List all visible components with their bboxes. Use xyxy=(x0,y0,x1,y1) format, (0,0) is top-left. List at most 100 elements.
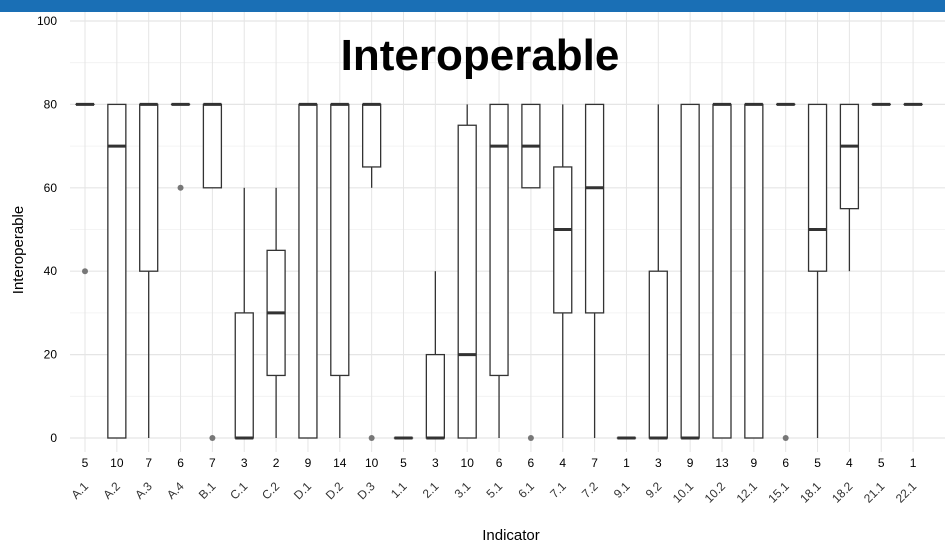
count-label: 10 xyxy=(461,456,475,470)
outlier-point xyxy=(368,435,375,441)
box-body xyxy=(712,103,732,439)
chart-title: Interoperable xyxy=(341,31,620,80)
x-tick-label: 5.1 xyxy=(483,479,505,501)
x-tick-label: 1.1 xyxy=(388,479,410,501)
y-tick-label: 60 xyxy=(44,181,58,195)
x-tick-label: B.1 xyxy=(196,479,219,502)
count-label: 3 xyxy=(432,456,439,470)
x-tick-label: 3.1 xyxy=(452,479,474,501)
box-body xyxy=(330,103,350,377)
count-label: 1 xyxy=(910,456,917,470)
count-label: 10 xyxy=(365,456,379,470)
count-label: 10 xyxy=(110,456,124,470)
x-tick-label: D.1 xyxy=(291,479,314,502)
box-10.1 xyxy=(680,103,700,440)
count-label: 4 xyxy=(846,456,853,470)
box-10.2 xyxy=(712,102,732,439)
outlier-point xyxy=(782,435,789,441)
x-tick-label: 12.1 xyxy=(734,479,761,506)
box-body xyxy=(457,124,477,439)
y-axis-title: Interoperable xyxy=(10,206,27,294)
count-label: 7 xyxy=(591,456,598,470)
box-18.1 xyxy=(807,103,828,438)
outlier-point xyxy=(82,268,88,275)
box-A.3 xyxy=(139,102,159,438)
count-label: 5 xyxy=(82,456,89,470)
box-body xyxy=(807,103,828,272)
x-tick-label: D.3 xyxy=(355,479,378,502)
x-tick-label: C.2 xyxy=(259,479,282,502)
x-tick-label: C.1 xyxy=(227,479,250,502)
count-label: 6 xyxy=(528,456,535,470)
box-body xyxy=(744,103,764,439)
y-tick-label: 20 xyxy=(44,348,58,362)
count-label: 7 xyxy=(145,456,152,470)
x-tick-label: A.4 xyxy=(164,479,187,502)
count-label: 14 xyxy=(333,456,347,470)
outlier-point xyxy=(527,435,534,441)
box-2.1 xyxy=(425,271,446,440)
count-label: 9 xyxy=(305,456,312,470)
count-label: 4 xyxy=(559,456,566,470)
count-label: 6 xyxy=(782,456,789,470)
box-body xyxy=(425,353,446,439)
count-label: 5 xyxy=(400,456,407,470)
x-tick-label: 10.2 xyxy=(702,479,729,506)
box-6.1 xyxy=(521,103,541,441)
box-7.2 xyxy=(584,103,605,438)
box-body xyxy=(680,103,700,439)
x-tick-label: 2.1 xyxy=(420,479,442,501)
count-label: 5 xyxy=(878,456,885,470)
x-tick-label: 18.1 xyxy=(797,479,824,506)
box-A.4 xyxy=(170,102,191,191)
count-labels: 5 10 7 6 7 3 2 9 14 10 5 3 10 6 6 4 7 1 3 9 13 9 6 5 4 5 1 xyxy=(82,456,917,470)
y-axis-ticks: 0 20 40 60 80 100 xyxy=(37,14,57,445)
box-series xyxy=(75,102,923,441)
x-tick-label: 7.1 xyxy=(547,479,569,501)
box-body xyxy=(839,103,860,210)
box-D.2 xyxy=(330,102,350,438)
x-tick-label: 15.1 xyxy=(765,479,792,506)
box-body xyxy=(107,103,127,439)
box-12.1 xyxy=(744,102,764,439)
y-tick-label: 80 xyxy=(44,97,58,111)
count-label: 7 xyxy=(209,456,216,470)
box-5.1 xyxy=(489,103,509,438)
x-tick-label: 21.1 xyxy=(861,479,888,506)
count-label: 6 xyxy=(177,456,184,470)
box-body xyxy=(234,312,254,439)
count-label: 5 xyxy=(814,456,821,470)
x-tick-label: A.1 xyxy=(68,479,91,502)
box-15.1 xyxy=(776,102,796,441)
x-tick-label: 22.1 xyxy=(893,479,920,506)
box-A.1 xyxy=(75,102,95,275)
x-tick-label: A.3 xyxy=(132,479,155,502)
count-label: 3 xyxy=(655,456,662,470)
count-label: 6 xyxy=(496,456,503,470)
box-D.3 xyxy=(361,102,382,441)
box-18.2 xyxy=(839,103,860,272)
x-tick-label: D.2 xyxy=(323,479,346,502)
box-body xyxy=(361,103,382,168)
count-label: 9 xyxy=(751,456,758,470)
x-tick-label: A.2 xyxy=(100,479,123,502)
box-body xyxy=(648,270,668,439)
header-bar xyxy=(0,0,945,12)
box-C.1 xyxy=(234,187,254,440)
box-7.1 xyxy=(553,104,573,438)
y-tick-label: 0 xyxy=(50,431,57,445)
x-tick-label: 9.2 xyxy=(643,479,665,501)
x-tick-label: 6.1 xyxy=(515,479,537,501)
outlier-point xyxy=(177,184,184,191)
y-tick-label: 100 xyxy=(37,14,57,28)
outlier-point xyxy=(209,435,216,441)
box-body xyxy=(553,166,573,314)
box-body xyxy=(139,103,159,272)
x-tick-label: 10.1 xyxy=(670,479,697,506)
box-body xyxy=(202,103,223,189)
count-label: 13 xyxy=(715,456,729,470)
x-tick-label: 9.1 xyxy=(611,479,633,501)
box-C.2 xyxy=(266,187,286,438)
count-label: 2 xyxy=(273,456,280,470)
